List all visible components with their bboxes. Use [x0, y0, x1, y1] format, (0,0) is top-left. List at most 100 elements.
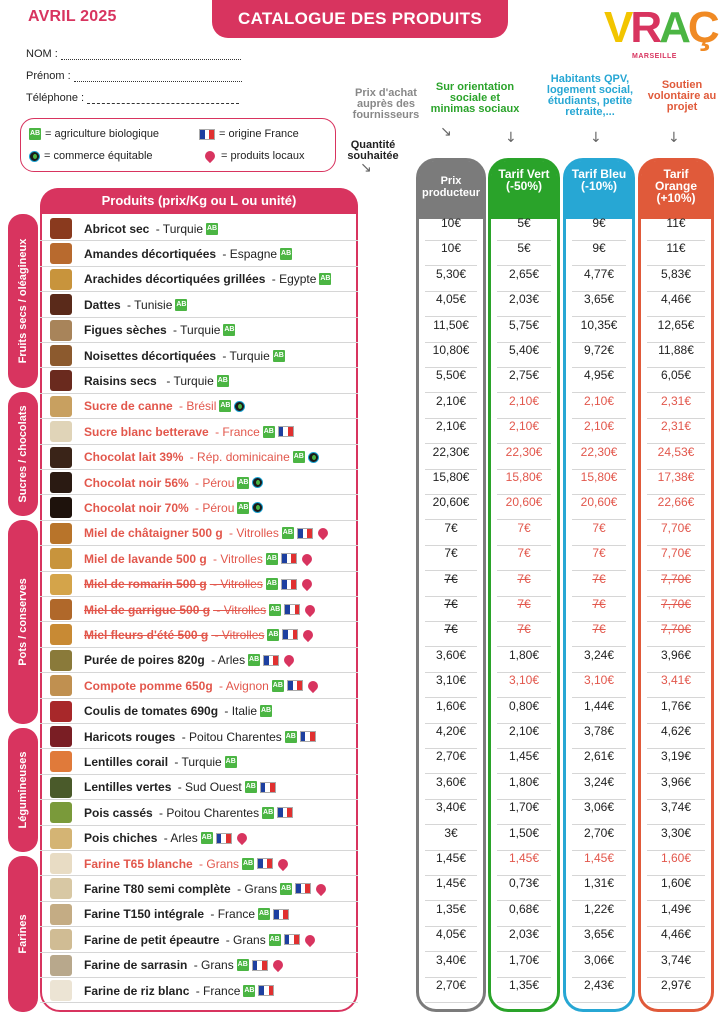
- product-image: [50, 522, 72, 544]
- product-origin: - Pérou: [191, 475, 235, 490]
- product-name: Farine de riz blanc - France AB: [84, 978, 275, 1003]
- product-name: Raisins secs - Turquie AB: [84, 368, 229, 393]
- product-origin: - Turquie: [169, 323, 221, 338]
- product-title: Chocolat lait 39%: [84, 450, 184, 465]
- quantity-line[interactable]: [40, 697, 358, 699]
- ab-icon: AB: [200, 832, 213, 845]
- quantity-line[interactable]: [40, 722, 358, 724]
- ab-icon: AB: [265, 578, 278, 591]
- ab-icon: AB: [267, 628, 280, 641]
- product-image: [50, 370, 72, 392]
- product-origin: - France: [211, 424, 260, 439]
- note-tarif-orange: Soutien volontaire au projet: [647, 79, 717, 113]
- location-pin-icon: [234, 831, 249, 846]
- quantity-line[interactable]: [40, 316, 358, 318]
- quantity-line[interactable]: [40, 646, 358, 648]
- column-prix-producteur: Prix producteur: [416, 158, 486, 1012]
- price-vert: 2,75€: [491, 368, 557, 394]
- price-orange: 7,70€: [641, 521, 711, 546]
- location-pin-icon: [202, 148, 218, 164]
- price-bleu: 3,65€: [566, 292, 632, 318]
- product-origin: - Egypte: [268, 272, 317, 287]
- quantity-line[interactable]: [40, 595, 358, 597]
- price-producteur: 20,60€: [419, 495, 483, 521]
- product-origin: - Vitrolles: [225, 526, 279, 541]
- quantity-line[interactable]: [40, 519, 358, 521]
- price-orange: 7,70€: [641, 546, 711, 572]
- price-producteur: 3,40€: [419, 953, 483, 978]
- price-orange: 2,31€: [641, 419, 711, 445]
- product-origin: - Sud Ouest: [174, 780, 242, 795]
- france-flag-icon: [280, 578, 297, 590]
- product-row: Farine de sarrasin - Grans AB 3,40€ 1,70€ 3,…: [40, 953, 720, 978]
- quantity-line[interactable]: [40, 849, 358, 851]
- quantity-line[interactable]: [40, 570, 358, 572]
- price-bleu: 3,65€: [566, 927, 632, 953]
- quantity-line[interactable]: [40, 291, 358, 293]
- product-image: [50, 726, 72, 747]
- quantity-line[interactable]: [40, 900, 358, 902]
- quantity-line[interactable]: [40, 494, 358, 496]
- ab-icon: AB: [271, 679, 284, 692]
- quantity-line[interactable]: [40, 240, 358, 242]
- quantity-line[interactable]: [40, 773, 358, 775]
- product-image: [50, 268, 72, 290]
- price-bleu: 9€: [566, 216, 632, 241]
- quantity-line[interactable]: [40, 468, 358, 470]
- product-row: Chocolat lait 39% - Rép. dominicaine AB 22…: [40, 445, 720, 470]
- france-flag-icon: [257, 858, 274, 869]
- product-origin: - Brésil: [175, 399, 217, 414]
- price-producteur: 1,35€: [419, 902, 483, 927]
- product-name: Farine T150 intégrale - France AB: [84, 902, 290, 927]
- product-origin: - Poitou Charentes: [178, 729, 282, 744]
- column-header-producteur: Prix producteur: [419, 161, 483, 219]
- quantity-line[interactable]: [40, 341, 358, 343]
- product-origin: - Tunisie: [123, 297, 173, 312]
- quantity-line[interactable]: [40, 926, 358, 928]
- product-origin: - Arles: [160, 831, 198, 846]
- product-origin: - Turquie: [219, 348, 270, 363]
- quantity-line[interactable]: [40, 875, 358, 877]
- quantity-line[interactable]: [40, 545, 358, 547]
- ab-icon: AB: [244, 781, 257, 794]
- price-vert: 2,10€: [491, 419, 557, 445]
- price-bleu: 3,78€: [566, 724, 632, 749]
- quantity-line[interactable]: [40, 976, 358, 978]
- product-title: Purée de poires 820g: [84, 653, 205, 668]
- product-title: Farine de sarrasin: [84, 958, 188, 973]
- price-producteur: 10,80€: [419, 343, 483, 368]
- nom-field[interactable]: NOM :: [26, 48, 241, 60]
- ab-icon: AB: [236, 959, 249, 972]
- quantity-line[interactable]: [40, 824, 358, 826]
- product-origin: - France: [207, 907, 256, 922]
- quantity-line[interactable]: [40, 951, 358, 953]
- product-name: Noisettes décortiquées - Turquie AB: [84, 343, 285, 368]
- quantity-line[interactable]: [40, 621, 358, 623]
- fairtrade-icon: [307, 451, 319, 463]
- quantity-line[interactable]: [40, 443, 358, 445]
- product-name: Lentilles corail - Turquie AB: [84, 749, 237, 774]
- quantity-line[interactable]: [40, 672, 358, 674]
- quantity-line[interactable]: [40, 265, 358, 267]
- price-vert: 1,45€: [491, 749, 557, 775]
- product-row: Lentilles vertes - Sud Ouest AB 3,60€ 1,80€…: [40, 775, 720, 801]
- product-name: Miel fleurs d'été 500 g - Vitrolles AB: [84, 622, 316, 647]
- quantity-line[interactable]: [40, 748, 358, 750]
- category-sucres: Sucres / chocolats: [8, 392, 38, 516]
- product-name: Farine T65 blanche - Grans AB: [84, 851, 291, 876]
- price-orange: 11€: [641, 216, 711, 241]
- price-orange: 7,70€: [641, 597, 711, 622]
- price-vert: 22,30€: [491, 445, 557, 470]
- prenom-field[interactable]: Prénom :: [26, 70, 242, 82]
- price-vert: 5€: [491, 241, 557, 267]
- product-title: Pois cassés: [84, 805, 153, 820]
- quantity-line[interactable]: [40, 1002, 358, 1004]
- catalog-date: AVRIL 2025: [28, 8, 117, 25]
- quantity-line[interactable]: [40, 418, 358, 420]
- quantity-line[interactable]: [40, 392, 358, 394]
- quantity-line[interactable]: [40, 367, 358, 369]
- telephone-field[interactable]: Téléphone :: [26, 92, 240, 104]
- quantity-line[interactable]: [40, 799, 358, 801]
- product-name: Chocolat lait 39% - Rép. dominicaine AB: [84, 445, 319, 470]
- price-orange: 4,62€: [641, 724, 711, 749]
